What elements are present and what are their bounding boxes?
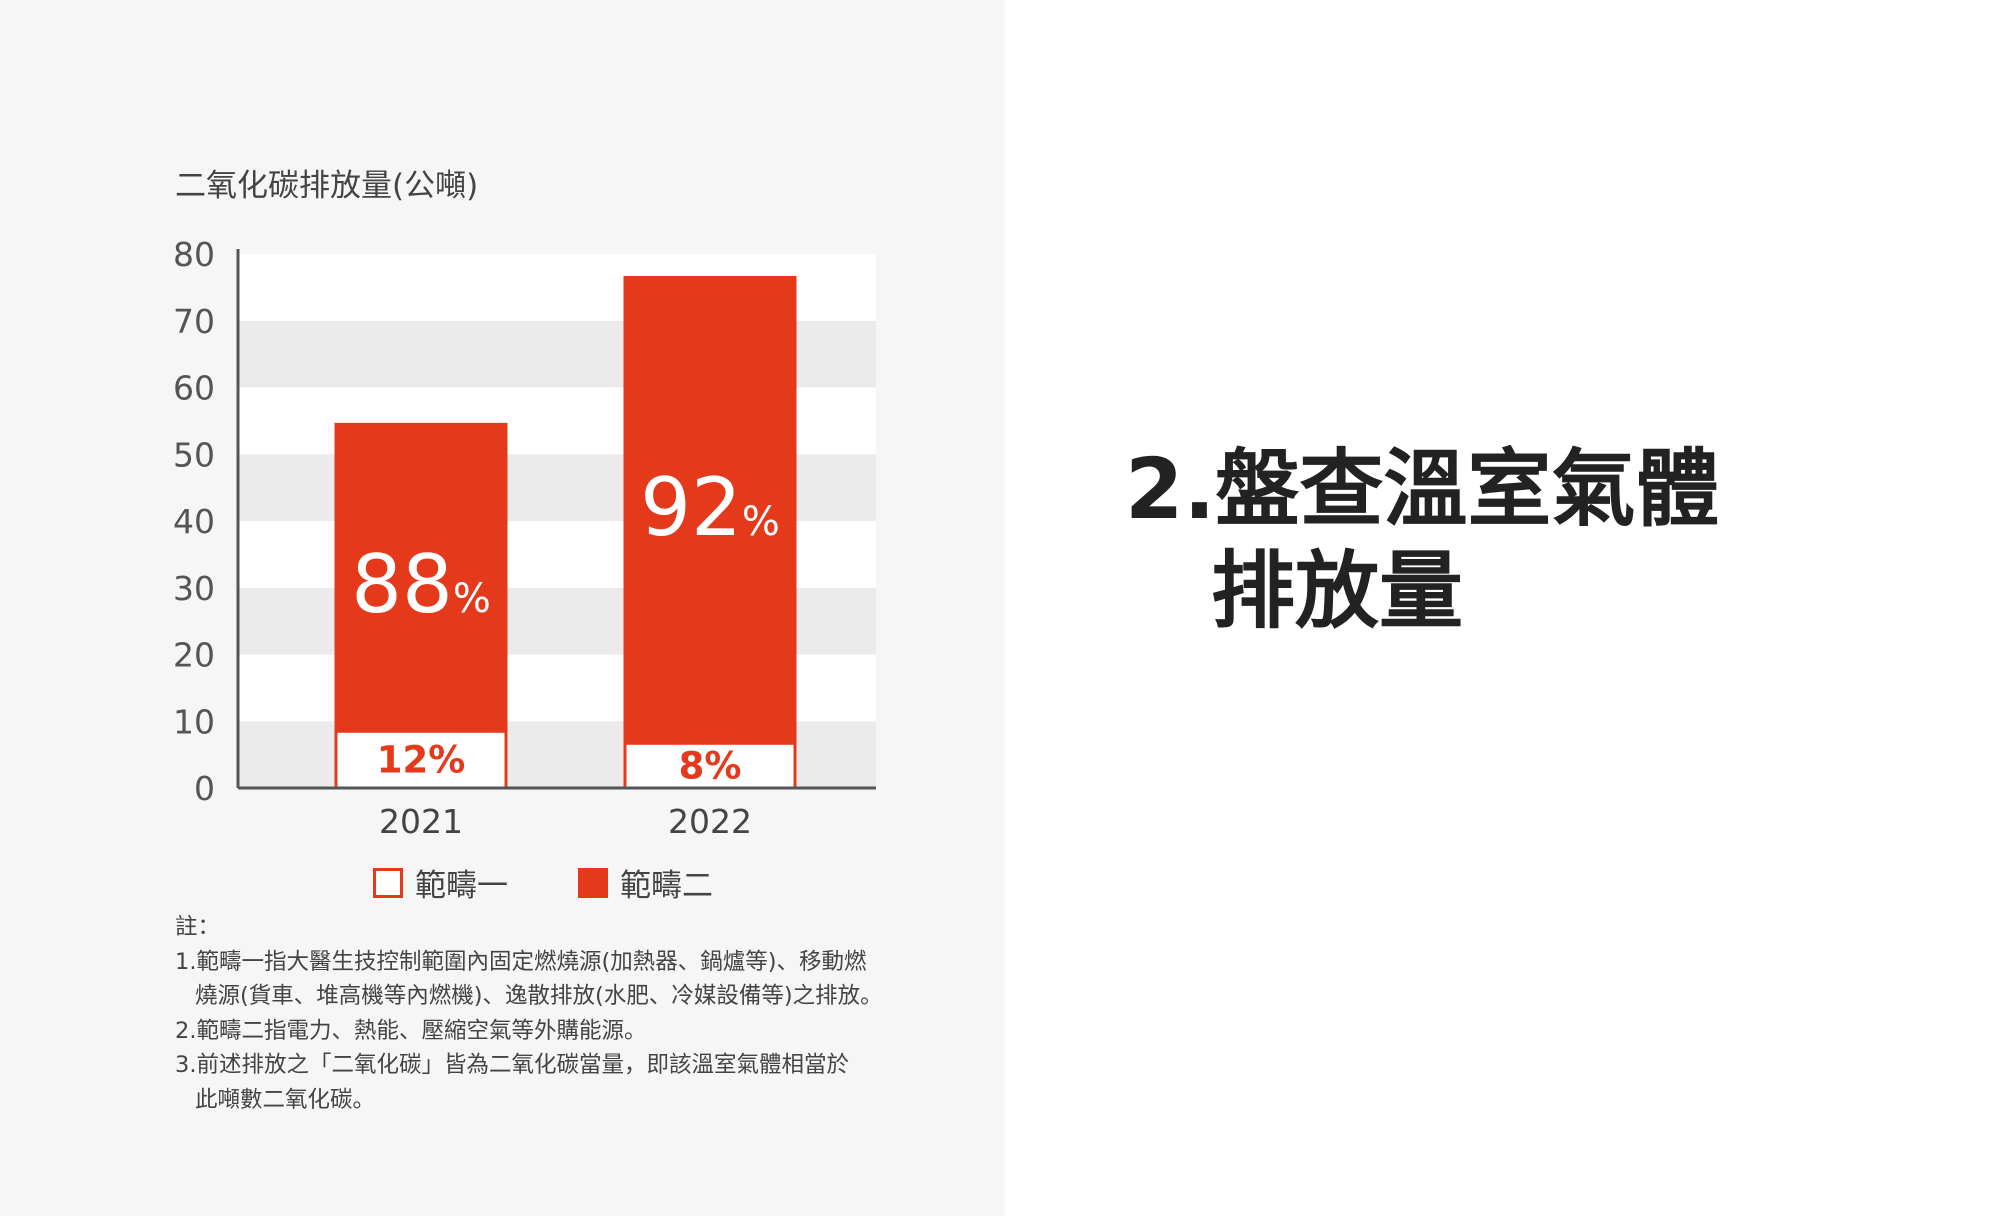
chart-title: 二氧化碳排放量(公噸) <box>175 168 479 204</box>
legend-label-scope1: 範疇一 <box>415 868 508 904</box>
scope1-label-2021: 12% <box>377 739 466 782</box>
note-line: 燒源(貨車、堆高機等內燃機)、逸散排放(水肥、冷媒設備等)之排放。 <box>195 983 883 1010</box>
legend-item-scope2: 範疇二 <box>578 860 713 905</box>
percent-sign: % <box>742 499 780 545</box>
y-tick-label: 30 <box>173 569 215 608</box>
notes-title: 註： <box>175 914 221 940</box>
note-line: 此噸數二氧化碳。 <box>195 1086 376 1113</box>
scope1-label-2022: 8% <box>679 745 742 788</box>
note-line: 2.範疇二指電力、熱能、壓縮空氣等外購能源。 <box>175 1017 647 1044</box>
y-tick-label: 80 <box>173 235 215 274</box>
legend: 範疇一 範疇二 <box>373 860 783 905</box>
y-tick-label: 20 <box>173 636 215 675</box>
y-tick-label: 40 <box>173 502 215 541</box>
y-tick-label: 70 <box>173 302 215 341</box>
legend-swatch-scope2 <box>578 867 608 898</box>
y-tick-label: 60 <box>173 369 215 408</box>
notes: 註： 1.範疇一指大醫生技控制範圍內固定燃燒源(加熱器、鍋爐等)、移動燃 燒源(… <box>175 910 883 1118</box>
page-heading: 2.盤查溫室氣體 排放量 <box>1125 438 1719 642</box>
x-tick-label: 2021 <box>379 802 463 841</box>
heading-line-2: 排放量 <box>1211 542 1464 640</box>
legend-swatch-scope1 <box>373 867 403 898</box>
bar-scope1-2021 <box>334 729 508 790</box>
bar-scope2-2022 <box>623 276 797 744</box>
note-line: 3.前述排放之「二氧化碳」皆為二氧化碳當量，即該溫室氣體相當於 <box>175 1052 849 1079</box>
y-tick-label: 50 <box>173 435 215 474</box>
chart-panel: 二氧化碳排放量(公噸) 0 10 20 30 40 50 60 70 80 12% 88% 2021 8… <box>173 168 883 1118</box>
percent-sign: % <box>453 576 491 622</box>
x-tick-label: 2022 <box>668 802 752 841</box>
legend-item-scope1: 範疇一 <box>373 860 508 905</box>
note-line: 1.範疇一指大醫生技控制範圍內固定燃燒源(加熱器、鍋爐等)、移動燃 <box>175 948 867 975</box>
bar-scope2-2021 <box>334 422 508 732</box>
y-tick-label: 10 <box>173 702 215 741</box>
legend-label-scope2: 範疇二 <box>620 868 713 904</box>
heading-line-1: 2.盤查溫室氣體 <box>1125 440 1720 538</box>
y-tick-label: 0 <box>194 769 215 808</box>
